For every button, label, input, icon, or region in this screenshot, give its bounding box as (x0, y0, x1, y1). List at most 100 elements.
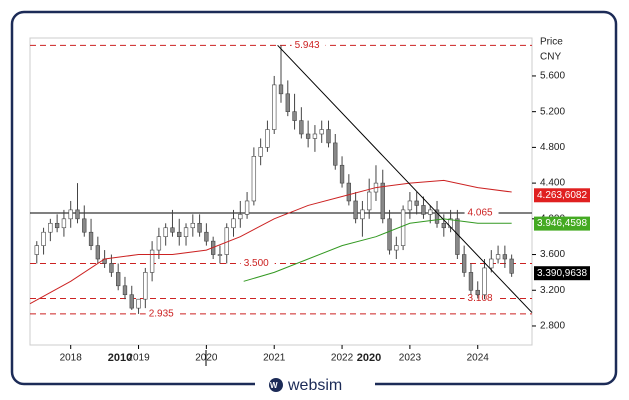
candle-body (367, 191, 372, 211)
candle-body (129, 294, 134, 309)
candle-body (326, 129, 331, 144)
candle-body (251, 156, 257, 202)
candle-body (197, 222, 202, 233)
candle-body (353, 200, 358, 220)
level-label-bg (291, 39, 326, 52)
candle-body (285, 93, 290, 112)
candle-body (482, 267, 487, 296)
candle-body (428, 209, 433, 215)
candle-body (475, 289, 480, 296)
y-tick-label: 4.400 (540, 178, 565, 189)
y-tick-label: 3.200 (540, 285, 565, 296)
candle-body (502, 254, 508, 260)
candle-body (461, 254, 467, 273)
candle-body (183, 227, 189, 237)
logo-mark: W (270, 381, 278, 390)
level-label: 2.935 (149, 309, 174, 320)
candle-body (238, 214, 243, 220)
candle-body (61, 218, 67, 229)
candle-body (258, 147, 263, 157)
candle-body (231, 218, 236, 229)
candle-body (468, 272, 474, 291)
candle-body (156, 236, 162, 251)
level-label: 5.943 (295, 40, 320, 51)
candle-body (394, 245, 399, 251)
y-tick-label: 4.800 (540, 142, 565, 153)
candle-body (278, 84, 284, 95)
level-label: 3.500 (244, 258, 269, 269)
last-value-box (534, 266, 590, 281)
candle-body (380, 182, 385, 220)
candle-body (116, 272, 121, 287)
moving-average (29, 179, 512, 305)
last-value-box (534, 188, 590, 203)
group-label: 2010 (108, 352, 132, 364)
candle-body (319, 129, 324, 135)
logo-bg (255, 374, 375, 396)
candle-body (509, 258, 514, 274)
candle-body (299, 120, 304, 135)
logo-icon: W (269, 378, 283, 392)
y-tick-label: 2.800 (540, 321, 565, 332)
candle-body (88, 231, 94, 246)
candle-body (41, 231, 46, 246)
candle-body (82, 218, 87, 233)
y-tick-label: 3.600 (540, 249, 565, 260)
candle-body (190, 222, 195, 229)
x-tick-label: 2019 (127, 353, 150, 364)
candle-body (495, 254, 501, 260)
candle-body (489, 258, 494, 269)
candle-body (54, 222, 60, 229)
candle-body (434, 209, 440, 224)
candle-body (95, 245, 101, 260)
candle-body (109, 263, 114, 273)
x-tick-label: 2023 (399, 353, 422, 364)
candle-body (265, 129, 270, 148)
y-tick-label: 5.600 (540, 71, 565, 82)
candle-body (149, 249, 155, 273)
x-tick-label: 2020 (195, 353, 218, 364)
last-value-box (534, 216, 590, 231)
candle-body (272, 84, 277, 130)
candle-body (48, 222, 53, 233)
level-label-bg (145, 307, 180, 320)
level-label-bg (464, 207, 499, 220)
candle-body (34, 245, 39, 255)
x-tick-label: 2024 (467, 353, 490, 364)
logo-text: websim (287, 377, 342, 394)
currency-label: CNY (540, 52, 561, 63)
candle-body (204, 231, 209, 242)
candle-body (339, 164, 345, 184)
candle-body (414, 200, 419, 206)
level-label: 3.108 (468, 293, 493, 304)
y-tick-label: 5.200 (540, 106, 565, 117)
last-value-label: 3.946,4598 (537, 218, 587, 229)
last-value-label: 3.390,9638 (537, 268, 587, 279)
candle-body (177, 231, 182, 237)
candle-body (407, 200, 413, 211)
level-label: 4.065 (468, 208, 493, 219)
last-value-label: 4.263,6082 (537, 190, 587, 201)
candle-body (387, 218, 392, 251)
candle-body (292, 111, 297, 121)
candle-body (170, 227, 175, 233)
x-tick-label: 2022 (331, 353, 354, 364)
price-label: Price (540, 37, 563, 48)
level-label-bg (464, 292, 499, 305)
moving-average (243, 218, 512, 282)
candle-body (312, 133, 318, 139)
candle-body (346, 182, 352, 202)
level-label-bg (240, 257, 275, 270)
candle-body (136, 298, 141, 309)
candle-body (441, 222, 446, 229)
candle-body (68, 209, 73, 220)
group-label: 2020 (357, 352, 381, 364)
frame (10, 10, 618, 386)
candle-body (455, 218, 460, 255)
candle-body (421, 205, 426, 215)
candle-body (244, 200, 250, 215)
candle-body (360, 209, 365, 220)
candle-body (217, 254, 223, 256)
trendline (277, 44, 533, 313)
